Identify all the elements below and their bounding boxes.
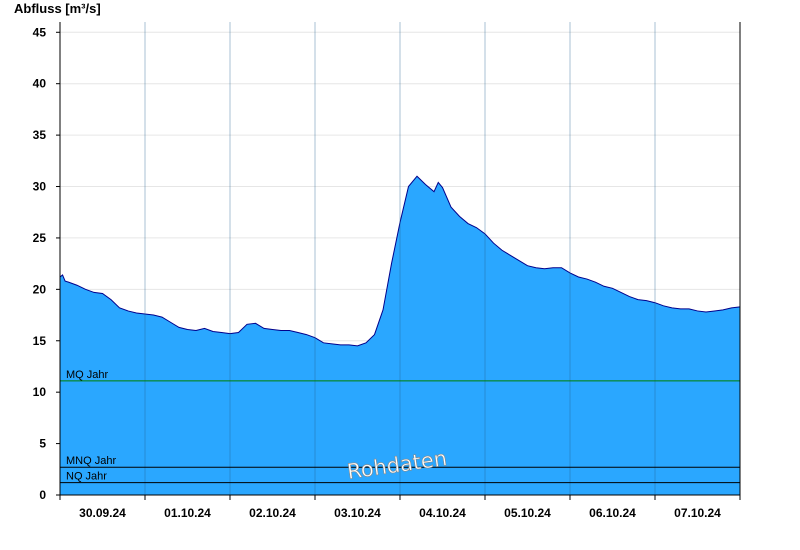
reference-line-label: NQ Jahr — [66, 471, 107, 483]
y-tick-label: 45 — [33, 25, 47, 39]
x-tick-label: 03.10.24 — [334, 506, 381, 520]
x-tick-label: 06.10.24 — [589, 506, 636, 520]
y-tick-label: 10 — [33, 385, 47, 399]
reference-line-label: MQ Jahr — [66, 369, 109, 381]
y-tick-label: 5 — [39, 437, 46, 451]
day-separators — [144, 22, 656, 495]
x-tick-label: 02.10.24 — [249, 506, 296, 520]
x-tick-label: 04.10.24 — [419, 506, 466, 520]
discharge-line — [59, 175, 741, 347]
x-tick-label: 01.10.24 — [164, 506, 211, 520]
y-tick-label: 40 — [33, 77, 47, 91]
x-tick-label: 05.10.24 — [504, 506, 551, 520]
x-ticks: 30.09.24 01.10.24 02.10.24 03.10.24 04.10.24… — [59, 495, 741, 520]
y-tick-label: 20 — [33, 282, 47, 296]
y-tick-label: 30 — [33, 180, 47, 194]
x-tick-label: 30.09.24 — [79, 506, 126, 520]
y-axis-title: Abfluss [m³/s] — [14, 1, 101, 16]
y-ticks: 0 5 10 15 20 25 30 35 40 45 — [33, 25, 60, 502]
y-tick-label: 15 — [33, 334, 47, 348]
y-tick-label: 25 — [33, 231, 47, 245]
y-tick-label: 0 — [39, 488, 46, 502]
reference-lines: MQ Jahr MNQ Jahr NQ Jahr — [60, 369, 740, 484]
y-tick-label: 35 — [33, 128, 47, 142]
reference-line-label: MNQ Jahr — [66, 455, 116, 467]
x-tick-label: 07.10.24 — [674, 506, 721, 520]
